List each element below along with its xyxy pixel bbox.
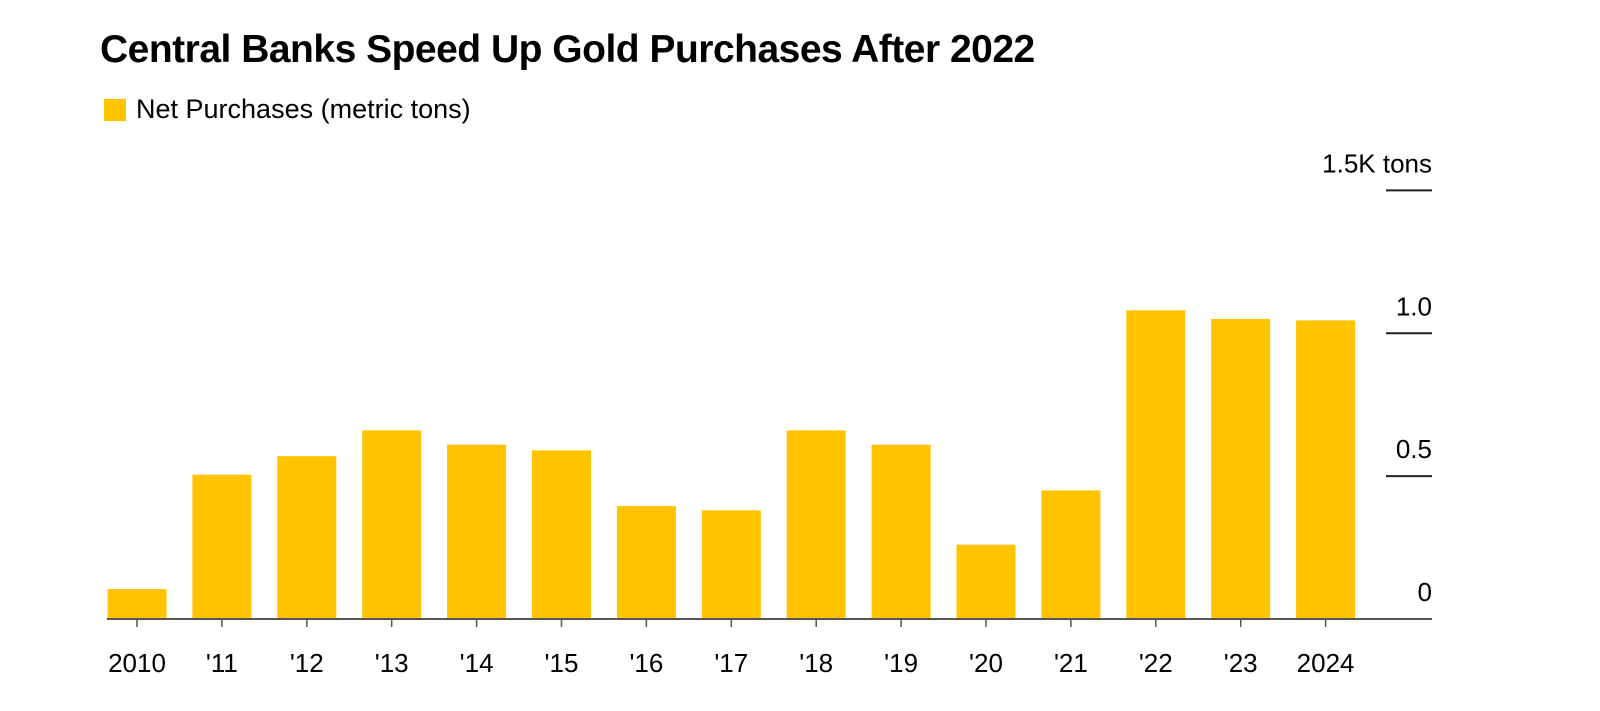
x-tick-label-7: '17 bbox=[714, 648, 748, 678]
x-tick-label-2: '12 bbox=[290, 648, 324, 678]
bar-5 bbox=[532, 450, 591, 619]
x-tick-label-10: '20 bbox=[969, 648, 1003, 678]
y-tick-label-0: 0 bbox=[1418, 577, 1432, 607]
y-tick-label-2: 1.0 bbox=[1396, 291, 1432, 321]
bar-9 bbox=[871, 444, 931, 619]
bar-0 bbox=[107, 589, 167, 619]
bar-2 bbox=[277, 456, 337, 619]
x-tick-label-5: '15 bbox=[545, 648, 579, 678]
legend-label: Net Purchases (metric tons) bbox=[136, 94, 471, 124]
bar-13 bbox=[1211, 319, 1271, 619]
bars-group bbox=[107, 310, 1356, 619]
chart-title: Central Banks Speed Up Gold Purchases Af… bbox=[100, 28, 1035, 71]
bar-7 bbox=[701, 510, 761, 619]
x-tick-label-9: '19 bbox=[884, 648, 918, 678]
x-axis-ticks bbox=[136, 619, 1327, 627]
x-tick-label-6: '16 bbox=[629, 648, 663, 678]
y-tick-label-1: 0.5 bbox=[1396, 434, 1432, 464]
bar-14 bbox=[1296, 320, 1356, 619]
bar-12 bbox=[1126, 310, 1186, 619]
x-tick-label-0: 2010 bbox=[108, 648, 166, 678]
x-tick-label-4: '14 bbox=[460, 648, 494, 678]
y-axis: 0 0.5 1.0 1.5K tons bbox=[1322, 148, 1432, 607]
x-tick-label-14: 2024 bbox=[1297, 648, 1355, 678]
bar-1 bbox=[192, 474, 252, 619]
bar-4 bbox=[447, 444, 507, 619]
x-tick-label-3: '13 bbox=[375, 648, 409, 678]
x-tick-label-8: '18 bbox=[799, 648, 833, 678]
bar-11 bbox=[1041, 490, 1101, 619]
bar-10 bbox=[956, 544, 1016, 619]
y-tick-label-3: 1.5K tons bbox=[1322, 148, 1432, 178]
x-tick-label-13: '23 bbox=[1224, 648, 1258, 678]
x-tick-label-1: '11 bbox=[206, 648, 238, 678]
x-axis-labels: 2010 '11 '12 '13 '14 '15 '16 '17 '18 '19 '20 '21 '22… bbox=[108, 648, 1354, 678]
x-tick-label-12: '22 bbox=[1139, 648, 1173, 678]
x-tick-label-11: '21 bbox=[1054, 648, 1088, 678]
bar-6 bbox=[616, 506, 676, 619]
bar-8 bbox=[786, 430, 846, 619]
bar-3 bbox=[362, 430, 422, 619]
legend-swatch bbox=[104, 98, 126, 121]
legend: Net Purchases (metric tons) bbox=[104, 94, 471, 125]
